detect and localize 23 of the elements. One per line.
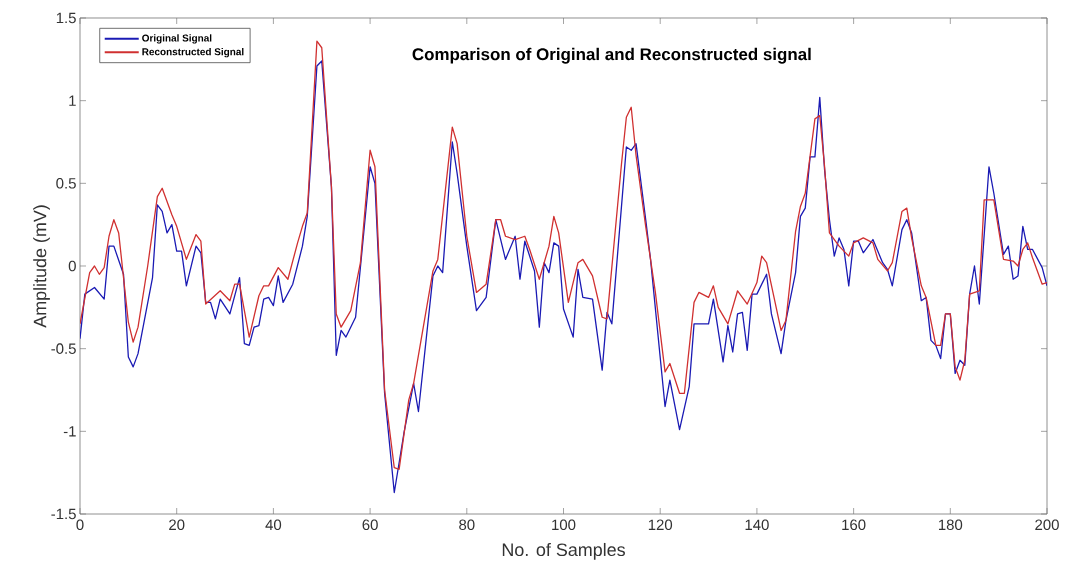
legend-label: Reconstructed Signal	[142, 47, 244, 58]
y-axis-title: Amplitude (mV)	[33, 205, 50, 328]
x-tick-label: 60	[362, 519, 378, 531]
x-tick-label: 180	[938, 519, 963, 531]
x-tick-label: 0	[76, 519, 84, 531]
x-tick-label: 100	[552, 519, 576, 531]
text: Comparison of Original and Reconstructed signal	[412, 47, 811, 64]
y-tick-label: 1	[69, 95, 76, 106]
x-tick-label: 80	[459, 519, 475, 531]
x-tick-label: 40	[265, 519, 282, 531]
y-tick-label: -1	[63, 426, 76, 437]
y-tick-label: 0.5	[56, 178, 76, 189]
y-tick-label: 1.5	[56, 12, 76, 24]
x-tick-label: 140	[745, 519, 769, 531]
x-tick-label: 20	[169, 519, 185, 531]
y-tick-label: -0.5	[51, 343, 76, 354]
x-tick-label: 120	[648, 519, 673, 531]
x-axis-title: No. of Samples	[502, 542, 625, 560]
y-tick-label: 0	[68, 260, 76, 272]
x-tick-label: 160	[842, 519, 866, 531]
x-tick-label: 200	[1035, 519, 1059, 531]
legend-label: Original Signal	[142, 34, 212, 44]
y-tick-label: -1.5	[51, 508, 76, 520]
